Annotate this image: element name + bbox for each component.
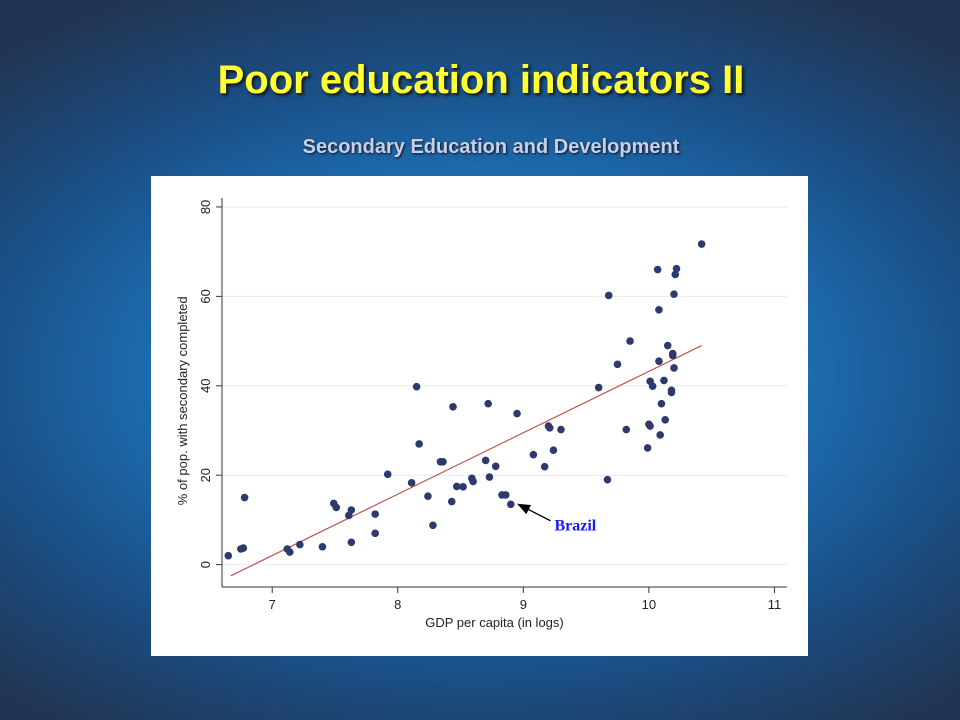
fit-line-layer (230, 345, 702, 577)
x-axis-title: GDP per capita (in logs) (425, 615, 564, 630)
data-point (697, 240, 706, 248)
data-point (513, 409, 521, 418)
y-axis-title: % of pop. with secondary completed (175, 296, 190, 505)
y-tick-label: 20 (198, 468, 213, 482)
data-point (529, 450, 538, 459)
x-tick-label: 8 (394, 597, 401, 612)
data-point (485, 473, 494, 481)
annotations: Brazil (517, 503, 597, 535)
data-point (622, 425, 631, 434)
data-point (549, 446, 558, 454)
y-tick-label: 40 (198, 379, 213, 393)
data-point (604, 291, 613, 300)
data-point (670, 364, 678, 372)
y-tick-label: 80 (198, 200, 213, 214)
data-point (296, 540, 304, 549)
data-point (415, 440, 423, 448)
data-point (663, 341, 672, 350)
data-point (452, 482, 461, 491)
data-point (643, 444, 652, 452)
data-point (484, 399, 492, 408)
data-point (545, 424, 554, 432)
annotation-label: Brazil (554, 518, 596, 535)
grid-lines (223, 206, 787, 566)
plot-area (222, 198, 787, 587)
x-tick-label: 7 (269, 597, 276, 612)
annotation-arrow (517, 503, 551, 522)
data-point (407, 479, 416, 487)
y-tick-label: 60 (198, 289, 213, 303)
chart-subtitle: Secondary Education and Development (302, 136, 680, 158)
scatter-chart: 0 20 40 60 80 7 8 9 10 11 Brazil GDP per capita (… (175, 198, 787, 630)
data-point (557, 425, 565, 434)
x-tick-label: 10 (642, 597, 656, 612)
data-point (347, 506, 356, 514)
data-point (224, 551, 233, 560)
data-point (661, 415, 670, 424)
fit-line (230, 345, 702, 577)
data-point (672, 264, 681, 273)
data-point (540, 462, 549, 471)
data-point (655, 305, 663, 314)
data-point (332, 503, 341, 512)
axes: 0 20 40 60 80 7 8 9 10 11 (198, 198, 787, 612)
data-point (239, 544, 248, 552)
data-point (491, 462, 500, 471)
data-point (646, 422, 654, 430)
data-point (459, 483, 467, 491)
data-point (449, 403, 457, 411)
data-points (224, 240, 706, 560)
data-point (481, 456, 490, 465)
data-point (656, 431, 664, 439)
data-point (240, 493, 249, 502)
y-tick-label: 0 (198, 561, 213, 568)
x-tick-label: 9 (520, 597, 527, 612)
data-point (506, 500, 515, 509)
data-point (469, 477, 477, 486)
data-point (626, 337, 634, 345)
data-point (424, 492, 432, 501)
data-point (429, 521, 437, 530)
data-point (660, 376, 668, 385)
slide-title: Poor education indicators II (217, 58, 745, 102)
data-point (371, 529, 379, 538)
data-point (594, 383, 603, 392)
x-tick-label: 11 (768, 597, 782, 612)
data-point (447, 497, 456, 506)
data-point (657, 399, 666, 408)
data-point (670, 290, 678, 298)
data-point (501, 491, 510, 499)
data-point (653, 265, 662, 274)
data-point (439, 458, 447, 466)
data-point (347, 538, 356, 547)
data-point (603, 475, 612, 484)
data-point (383, 470, 392, 479)
data-point (648, 382, 657, 391)
chart-frame: 0 20 40 60 80 7 8 9 10 11 Brazil GDP per capita (… (151, 176, 808, 656)
data-point (667, 388, 676, 397)
data-point (671, 270, 680, 279)
data-point (613, 360, 622, 369)
data-point (318, 542, 327, 551)
data-point (286, 548, 294, 556)
data-point (655, 357, 663, 366)
data-point (371, 510, 379, 518)
data-point (668, 349, 677, 358)
data-point (412, 382, 421, 391)
